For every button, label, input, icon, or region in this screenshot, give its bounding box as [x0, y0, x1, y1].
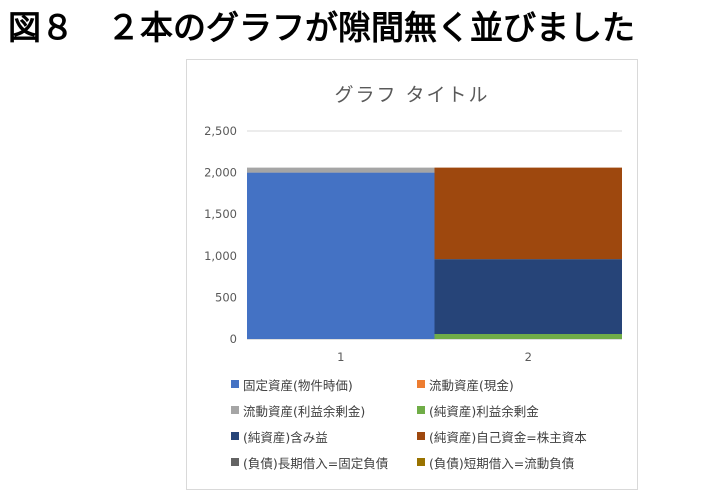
bar-segment[interactable]	[434, 334, 623, 339]
legend-item[interactable]: (純資産)含み益	[231, 426, 417, 446]
plot-area[interactable]: 0 500 1,000 1,500 2,000 2,500 1 2	[187, 60, 637, 370]
page-heading: 図８ ２本のグラフが隙間無く並びました	[8, 8, 635, 47]
legend-item[interactable]: (負債)短期借入=流動負債	[417, 452, 617, 472]
y-tick-label: 0	[230, 332, 237, 346]
legend-label: (負債)長期借入=固定負債	[243, 455, 389, 471]
legend-label: 流動資産(現金)	[429, 377, 514, 393]
legend-item[interactable]: 流動資産(現金)	[417, 374, 617, 394]
legend-swatch	[417, 458, 425, 466]
legend-swatch	[231, 458, 239, 466]
x-tick-label: 2	[525, 350, 532, 364]
legend-swatch	[231, 380, 239, 388]
legend-swatch	[417, 380, 425, 388]
legend-label: (純資産)自己資金=株主資本	[429, 429, 587, 445]
legend-item[interactable]: (負債)長期借入=固定負債	[231, 452, 417, 472]
legend-label: 固定資産(物件時価)	[243, 377, 353, 393]
legend-item[interactable]: 流動資産(利益余剰金)	[231, 400, 417, 420]
bar-segment[interactable]	[247, 167, 435, 173]
legend-item[interactable]: (純資産)自己資金=株主資本	[417, 426, 617, 446]
legend-label: (純資産)利益余剰金	[429, 403, 539, 419]
bar-segment[interactable]	[434, 167, 623, 260]
bar-segment[interactable]	[434, 259, 623, 335]
chart-area[interactable]: グラフ タイトル 0 500 1,000 1,500 2,000 2,500 1 2 固定資産…	[186, 59, 638, 490]
legend-label: 流動資産(利益余剰金)	[243, 403, 366, 419]
y-tick-label: 2,000	[204, 166, 237, 180]
y-tick-label: 1,500	[204, 207, 237, 221]
bar-segment[interactable]	[247, 172, 435, 339]
legend-label: (純資産)含み益	[243, 429, 328, 445]
y-tick-label: 2,500	[204, 124, 237, 138]
legend-swatch	[231, 406, 239, 414]
chart-legend[interactable]: 固定資産(物件時価) 流動資産(現金) 流動資産(利益余剰金) (純資産)利益余剰金 (…	[231, 374, 631, 472]
chart-title[interactable]: グラフ タイトル	[334, 84, 490, 106]
y-tick-label: 500	[215, 290, 237, 304]
y-tick-label: 1,000	[204, 249, 237, 263]
legend-item[interactable]: 固定資産(物件時価)	[231, 374, 417, 394]
legend-swatch	[231, 432, 239, 440]
legend-swatch	[417, 406, 425, 414]
legend-label: (負債)短期借入=流動負債	[429, 455, 575, 471]
legend-swatch	[417, 432, 425, 440]
legend-item[interactable]: (純資産)利益余剰金	[417, 400, 617, 420]
x-tick-label: 1	[337, 350, 344, 364]
